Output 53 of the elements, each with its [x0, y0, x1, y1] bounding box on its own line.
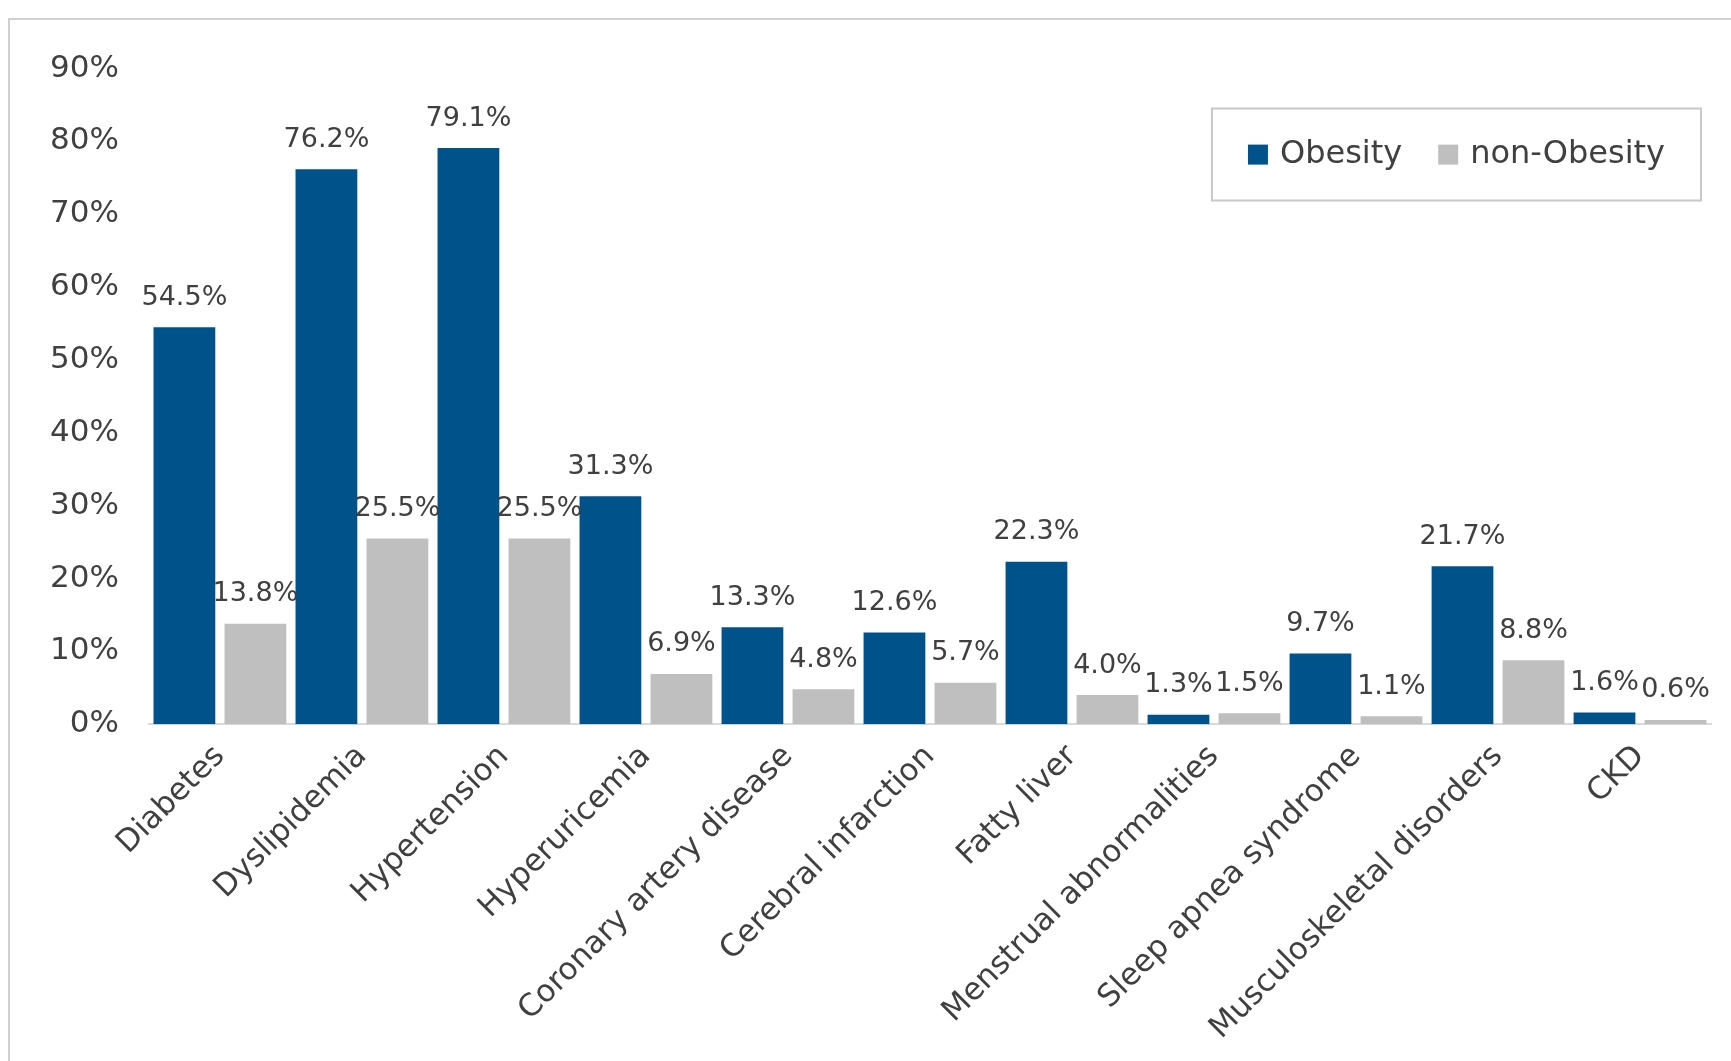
data-label: 12.6% — [851, 584, 938, 616]
bar — [1218, 713, 1281, 725]
bar — [792, 689, 855, 725]
data-label: 0.6% — [1641, 672, 1710, 704]
data-label: 5.7% — [931, 635, 1000, 667]
bar — [721, 627, 784, 725]
bar — [437, 148, 500, 725]
data-label: 4.8% — [789, 641, 858, 673]
y-tick-label: 10% — [50, 630, 119, 667]
bar — [1431, 566, 1494, 725]
data-label: 1.6% — [1570, 665, 1639, 697]
data-label: 6.9% — [647, 626, 716, 658]
bar — [863, 632, 926, 725]
bar — [1005, 561, 1068, 725]
bar — [153, 327, 216, 725]
bar — [508, 538, 571, 725]
bar — [366, 538, 429, 725]
y-tick-label: 30% — [50, 484, 119, 521]
bar — [1573, 712, 1636, 725]
y-tick-label: 40% — [50, 411, 119, 448]
bar — [934, 682, 997, 725]
data-label: 8.8% — [1499, 612, 1568, 644]
data-label: 54.5% — [141, 279, 228, 311]
data-label: 31.3% — [567, 448, 654, 480]
bar — [1289, 653, 1352, 725]
data-label: 1.1% — [1357, 668, 1426, 700]
bar — [650, 673, 713, 725]
data-label: 21.7% — [1419, 518, 1506, 550]
y-tick-label: 90% — [50, 47, 119, 84]
bar — [1360, 716, 1423, 725]
y-tick-label: 20% — [50, 557, 119, 594]
y-tick-label: 80% — [50, 120, 119, 157]
bar — [1076, 695, 1139, 725]
y-tick-label: 60% — [50, 266, 119, 303]
data-label: 13.3% — [709, 579, 796, 611]
data-label: 76.2% — [283, 121, 370, 153]
data-label: 22.3% — [993, 514, 1080, 546]
y-tick-label: 70% — [50, 193, 119, 230]
data-label: 1.3% — [1144, 667, 1213, 699]
bar — [1502, 660, 1565, 725]
data-label: 1.5% — [1215, 665, 1284, 697]
data-label: 9.7% — [1286, 606, 1355, 638]
data-label: 4.0% — [1073, 647, 1142, 679]
bar — [579, 496, 642, 725]
bar — [295, 169, 358, 725]
data-label: 79.1% — [425, 100, 512, 132]
legend-label: Obesity — [1279, 132, 1403, 171]
bar — [1147, 714, 1210, 725]
bar — [224, 623, 287, 725]
bar — [1644, 719, 1707, 725]
legend-label: non-Obesity — [1470, 132, 1665, 171]
y-tick-label: 50% — [50, 339, 119, 376]
y-tick-label: 0% — [69, 703, 119, 740]
